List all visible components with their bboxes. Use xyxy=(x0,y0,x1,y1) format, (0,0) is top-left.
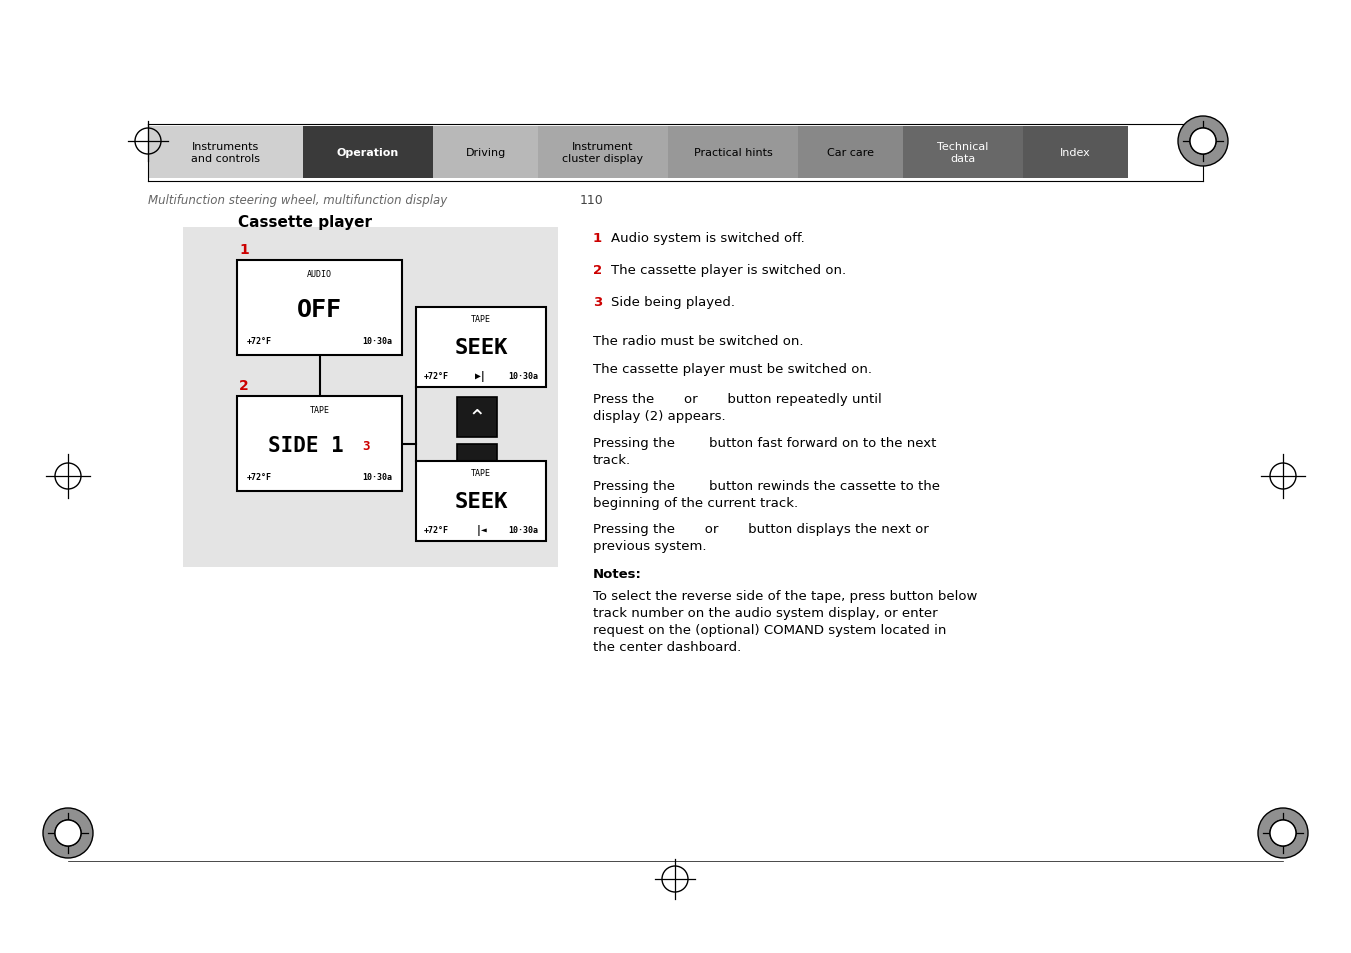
Circle shape xyxy=(1258,808,1308,858)
Text: Instruments
and controls: Instruments and controls xyxy=(190,142,259,164)
Text: Pressing the        button rewinds the cassette to the
beginning of the current : Pressing the button rewinds the cassette… xyxy=(593,479,940,510)
Text: To select the reverse side of the tape, press button below
track number on the a: To select the reverse side of the tape, … xyxy=(593,589,977,654)
Circle shape xyxy=(43,808,93,858)
Text: ▶|: ▶| xyxy=(476,371,486,382)
Text: 2: 2 xyxy=(593,264,603,276)
Text: Driving: Driving xyxy=(465,148,505,158)
Text: |◄: |◄ xyxy=(476,525,486,536)
Text: The cassette player must be switched on.: The cassette player must be switched on. xyxy=(593,363,871,375)
Bar xyxy=(538,127,667,179)
Text: Technical
data: Technical data xyxy=(938,142,989,164)
Bar xyxy=(457,444,497,484)
Text: ⌃: ⌃ xyxy=(467,408,486,428)
Text: 10·30a: 10·30a xyxy=(508,372,538,381)
Text: Instrument
cluster display: Instrument cluster display xyxy=(562,142,643,164)
Text: +72°F: +72°F xyxy=(247,337,272,346)
Text: Operation: Operation xyxy=(336,148,399,158)
Text: ⌄: ⌄ xyxy=(467,455,486,475)
Text: SIDE 1: SIDE 1 xyxy=(269,436,345,456)
Text: 10·30a: 10·30a xyxy=(362,337,392,346)
Text: OFF: OFF xyxy=(297,298,342,322)
Bar xyxy=(236,261,403,355)
Text: Side being played.: Side being played. xyxy=(611,295,735,309)
Text: +72°F: +72°F xyxy=(247,473,272,482)
Text: 10·30a: 10·30a xyxy=(508,526,538,535)
Text: Press the       or       button repeatedly until
display (2) appears.: Press the or button repeatedly until dis… xyxy=(593,393,882,422)
Circle shape xyxy=(55,821,81,846)
Text: +72°F: +72°F xyxy=(424,526,449,535)
Text: 110: 110 xyxy=(580,193,604,207)
Text: AUDIO: AUDIO xyxy=(307,270,332,278)
Bar xyxy=(416,308,546,388)
Text: Audio system is switched off.: Audio system is switched off. xyxy=(611,232,805,245)
Text: 2: 2 xyxy=(239,378,249,393)
Circle shape xyxy=(1270,821,1296,846)
Text: 1: 1 xyxy=(593,232,603,245)
Text: TAPE: TAPE xyxy=(309,405,330,415)
Text: Pressing the        button fast forward on to the next
track.: Pressing the button fast forward on to t… xyxy=(593,436,936,467)
Text: Multifunction steering wheel, multifunction display: Multifunction steering wheel, multifunct… xyxy=(149,193,447,207)
Text: Cassette player: Cassette player xyxy=(238,214,372,230)
Text: SEEK: SEEK xyxy=(454,492,508,512)
Circle shape xyxy=(1190,129,1216,154)
Text: SEEK: SEEK xyxy=(454,337,508,357)
Text: Practical hints: Practical hints xyxy=(693,148,773,158)
Text: TAPE: TAPE xyxy=(471,314,490,323)
Bar xyxy=(902,127,1023,179)
Text: 1: 1 xyxy=(239,243,249,256)
Text: TAPE: TAPE xyxy=(471,468,490,477)
Text: 10·30a: 10·30a xyxy=(362,473,392,482)
Bar xyxy=(236,396,403,492)
Bar xyxy=(303,127,434,179)
Text: Pressing the       or       button displays the next or
previous system.: Pressing the or button displays the next… xyxy=(593,522,928,553)
Text: Index: Index xyxy=(1061,148,1090,158)
Text: 3: 3 xyxy=(593,295,603,309)
Text: The radio must be switched on.: The radio must be switched on. xyxy=(593,335,804,348)
Text: +72°F: +72°F xyxy=(424,372,449,381)
Text: Notes:: Notes: xyxy=(593,567,642,580)
Bar xyxy=(798,127,902,179)
Bar xyxy=(1023,127,1128,179)
Bar xyxy=(667,127,798,179)
Bar xyxy=(434,127,538,179)
Bar xyxy=(182,228,558,567)
Circle shape xyxy=(1178,117,1228,167)
Text: The cassette player is switched on.: The cassette player is switched on. xyxy=(611,264,846,276)
Bar xyxy=(457,397,497,437)
Text: Car care: Car care xyxy=(827,148,874,158)
Bar xyxy=(149,127,303,179)
Bar xyxy=(416,461,546,541)
Text: 3: 3 xyxy=(362,439,369,453)
